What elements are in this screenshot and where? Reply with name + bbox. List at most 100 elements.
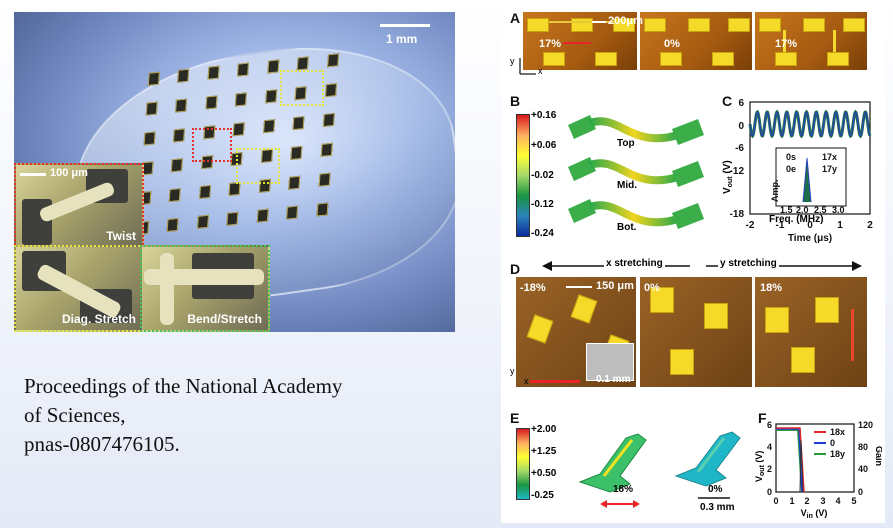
oscillator-chart: 6 0 -6 -12 -18 -2 -1 0 1 2 Time (μs) Vou… <box>722 98 873 244</box>
panel-label-f: F <box>758 410 767 426</box>
panel-label-e: E <box>510 410 520 426</box>
stretch-arrows <box>542 261 862 271</box>
citation-text: Proceedings of the National Academy of S… <box>24 372 464 459</box>
colorbar <box>516 428 530 500</box>
strain-label: -18% <box>520 282 546 294</box>
inset-legend: 0e <box>786 164 796 174</box>
inset-label: Twist <box>106 229 136 243</box>
x-tick: 5 <box>851 496 856 506</box>
citation-line: pnas-0807476105. <box>24 432 180 456</box>
colorbar-tick: -0.24 <box>531 228 554 239</box>
axis-label-x: x <box>524 376 529 386</box>
inset-x-tick: 1.5 <box>780 205 793 215</box>
colorbar-tick: -0.25 <box>531 490 554 501</box>
x-tick: 2 <box>804 496 809 506</box>
y-tick: -18 <box>730 209 745 220</box>
inset-legend: 17y <box>822 164 837 174</box>
panel-a-tile <box>523 12 637 70</box>
highlight-box-yellow <box>236 148 280 184</box>
x-axis-label: Time (μs) <box>788 233 832 244</box>
x-tick: -1 <box>776 220 785 231</box>
inset-scale-label: 0.1 mm <box>596 374 631 385</box>
citation-line: Proceedings of the National Academy <box>24 374 343 398</box>
axis-label-y: y <box>510 56 515 66</box>
highlight-box-red <box>192 128 232 162</box>
y-axis-label: Vout (V) <box>754 451 766 482</box>
strain-label: 17% <box>539 38 562 50</box>
strain-label: 0% <box>664 38 680 50</box>
layer-label: Mid. <box>617 180 637 191</box>
legend-label: 18x <box>830 427 845 437</box>
panel-label-d: D <box>510 261 521 277</box>
y-tick: -12 <box>730 166 745 177</box>
x-axis-label: Vin (V) <box>801 508 828 520</box>
x-tick: -2 <box>746 220 755 231</box>
legend-label: 0 <box>830 438 835 448</box>
panel-label-a: A <box>510 10 521 26</box>
panel-a-tile <box>755 12 867 70</box>
panel-label-b: B <box>510 93 521 109</box>
colorbar-tick: +2.00 <box>531 424 557 435</box>
colorbar-tick: -0.02 <box>531 170 554 181</box>
inset-label: Bend/Stretch <box>187 312 262 326</box>
inset-scale-bar <box>20 173 46 176</box>
strain-label: 18% <box>760 282 783 294</box>
sem-inset-diag-stretch: Diag. Stretch <box>14 245 144 332</box>
inset-legend: 17x <box>822 152 837 162</box>
y-tick: -6 <box>735 143 744 154</box>
colorbar-tick: +0.50 <box>531 468 557 479</box>
colorbar-tick: -0.12 <box>531 199 554 210</box>
y-tick-right: 0 <box>858 487 863 497</box>
scale-label: 150 μm <box>596 280 634 292</box>
x-tick: 0 <box>773 496 778 506</box>
y-stretching-label: y stretching <box>718 258 779 269</box>
legend-label: 18y <box>830 449 845 459</box>
colorbar <box>516 114 530 237</box>
x-stretching-label: x stretching <box>604 258 665 269</box>
inset-x-label: Freq. (MHz) <box>769 214 824 225</box>
inset-x-tick: 2.0 <box>796 205 809 215</box>
x-tick: 3 <box>820 496 825 506</box>
scale-label: 0.3 mm <box>700 502 735 513</box>
strain-label: 0% <box>708 484 723 495</box>
strain-label: 0% <box>644 282 660 294</box>
panel-d-tile <box>640 277 752 387</box>
y-tick: 2 <box>767 464 772 474</box>
panel-label-c: C <box>722 93 733 109</box>
y-tick-right: 40 <box>858 464 868 474</box>
y-tick: 0 <box>767 487 772 497</box>
y-axis-label-right: Gain <box>874 446 882 466</box>
scale-bar <box>380 24 430 27</box>
sem-inset-twist: Twist <box>14 163 144 249</box>
scale-bar-label: 1 mm <box>386 32 418 46</box>
y-tick: 6 <box>767 420 772 430</box>
axis-label-y: y <box>510 366 515 376</box>
y-tick-right: 80 <box>858 442 868 452</box>
figure-panels <box>501 5 885 523</box>
x-tick: 2 <box>867 220 873 231</box>
fem-strain-model <box>568 115 704 229</box>
layer-bot <box>568 199 704 229</box>
sem-inset-bend-stretch: Bend/Stretch <box>140 245 270 332</box>
panel-a-tile <box>640 12 752 70</box>
layer-label: Bot. <box>617 222 637 233</box>
stretch-arrow <box>530 380 580 383</box>
inset-legend: 0s <box>786 152 796 162</box>
y-axis-label: Vout (V) <box>722 160 734 194</box>
y-tick: 6 <box>738 98 744 109</box>
inset-y-label: Amp. <box>770 180 780 203</box>
x-tick: 1 <box>789 496 794 506</box>
inset-x-tick: 2.5 <box>814 205 827 215</box>
panel-d-tile <box>516 277 636 387</box>
colorbar-tick: +0.16 <box>531 110 557 121</box>
inset-label: Diag. Stretch <box>61 312 136 326</box>
strain-label: 17% <box>775 38 798 50</box>
x-tick: 4 <box>835 496 840 506</box>
stretch-arrow <box>851 309 854 361</box>
inset-x-tick: 3.0 <box>832 205 845 215</box>
highlight-box-yellow <box>280 70 324 106</box>
inset-scale-label: 100 μm <box>50 167 88 179</box>
colorbar-tick: +1.25 <box>531 446 557 457</box>
y-tick: 4 <box>767 442 772 452</box>
sem-inset <box>586 343 634 381</box>
